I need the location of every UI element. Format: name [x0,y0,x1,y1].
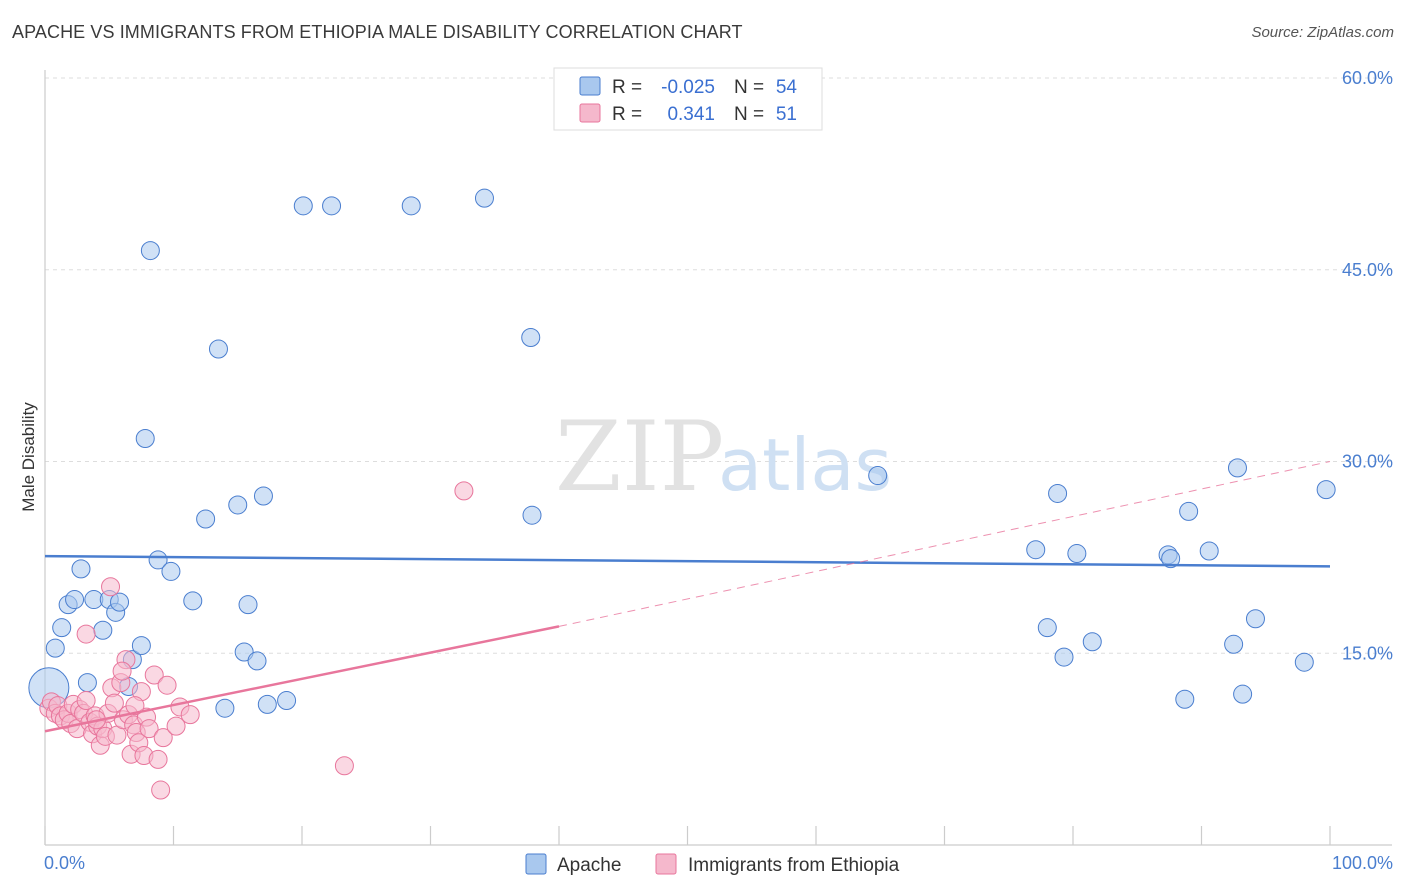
apache-point-26 [247,651,267,671]
correlation-legend: R = -0.025 N = 54 R = 0.341 N = 51 [553,67,823,131]
apache-point-20 [196,509,216,529]
ethiopia-points [39,481,474,800]
apache-point-5 [71,559,91,579]
legend-swatch-apache [579,76,601,96]
apache-point-34 [521,328,541,348]
apache-point-27 [253,486,273,506]
apache-point-23 [228,495,248,515]
apache-point-18 [161,561,181,581]
grid-lines [45,77,1392,654]
bottom-legend-apache: Apache [557,855,621,876]
trend-lines [44,461,1331,733]
apache-point-30 [293,196,313,216]
apache-point-48 [1224,634,1244,654]
ethiopia-point-46 [112,661,132,681]
apache-point-42 [1082,632,1102,652]
ethiopia-point-22 [104,693,124,713]
apache-point-32 [401,196,421,216]
apache-point-11 [110,592,130,612]
ethiopia-point-41 [76,624,96,644]
ethiopia-point-47 [125,696,145,716]
ethiopia-trend-extension [558,461,1331,627]
bottom-legend-swatch-apache [525,853,547,875]
apache-point-47 [1199,541,1219,561]
apache-point-35 [522,505,542,525]
bottom-legend-ethiopia: Immigrants from Ethiopia [688,855,900,876]
apache-point-50 [1233,684,1253,704]
ethiopia-point-37 [148,749,168,769]
watermark-zip: ZIP [555,401,724,513]
chart-title: APACHE VS IMMIGRANTS FROM ETHIOPIA MALE … [12,22,743,42]
ethiopia-point-39 [153,728,173,748]
ethiopia-point-38 [151,780,171,800]
apache-point-53 [1316,480,1336,500]
apache-point-15 [135,428,155,448]
legend-r-value-apache: -0.025 [661,77,715,98]
legend-n-value-apache: 54 [776,77,798,98]
source-label: Source: ZipAtlas.com [1251,24,1394,41]
apache-point-36 [868,466,888,486]
apache-point-2 [52,618,72,638]
ethiopia-point-43 [157,675,177,695]
y-axis-label: Male Disability [19,402,38,512]
ethiopia-point-12 [76,691,96,711]
apache-point-16 [140,241,160,261]
ethiopia-point-49 [454,481,474,501]
apache-point-33 [474,188,494,208]
apache-point-21 [208,339,228,359]
watermark-atlas: atlas [718,423,892,507]
apache-point-38 [1037,618,1057,638]
ethiopia-point-40 [166,716,186,736]
y-tick-label-0: 15.0% [1342,643,1393,663]
apache-point-31 [322,196,342,216]
series-legend: Apache Immigrants from Ethiopia [525,853,900,876]
apache-point-8 [93,620,113,640]
ethiopia-point-35 [139,719,159,739]
y-tick-label-1: 30.0% [1342,452,1393,472]
x-tick-label-max: 100.0% [1332,853,1393,873]
apache-point-51 [1245,609,1265,629]
apache-point-1 [45,638,65,658]
apache-point-52 [1294,652,1314,672]
y-tick-label-3: 60.0% [1342,68,1393,88]
apache-point-41 [1067,544,1087,564]
ethiopia-trend-line [44,625,560,733]
apache-point-17 [148,550,168,570]
ethiopia-point-45 [180,705,200,725]
y-tick-label-2: 45.0% [1342,260,1393,280]
apache-point-40 [1054,647,1074,667]
ethiopia-point-36 [144,665,164,685]
x-tick-label-min: 0.0% [44,853,85,873]
legend-n-label-ethiopia: N = [734,104,764,125]
legend-n-value-ethiopia: 51 [776,104,797,125]
watermark: ZIP atlas [555,401,892,513]
apache-point-39 [1048,483,1068,503]
apache-point-22 [215,698,235,718]
apache-trend-line [44,554,1331,568]
apache-point-29 [277,691,297,711]
apache-point-19 [183,591,203,611]
legend-r-label-apache: R = [612,77,642,98]
legend-r-label-ethiopia: R = [612,104,642,125]
ethiopia-point-42 [101,577,121,597]
apache-point-14 [131,636,151,656]
x-axis-ticks [44,826,1331,845]
apache-point-45 [1175,689,1195,709]
apache-point-46 [1179,501,1199,521]
apache-point-4 [65,590,85,610]
apache-point-6 [77,673,97,693]
ethiopia-point-50 [334,756,354,776]
apache-point-49 [1227,458,1247,478]
legend-n-label-apache: N = [734,77,764,98]
apache-point-37 [1026,540,1046,560]
legend-swatch-ethiopia [579,103,601,123]
apache-point-28 [257,694,277,714]
apache-point-25 [238,595,258,615]
legend-r-value-ethiopia: 0.341 [667,104,715,125]
apache-point-44 [1161,549,1181,569]
bottom-legend-swatch-ethiopia [655,853,677,875]
y-axis-tick-labels: 15.0% 30.0% 45.0% 60.0% [1342,68,1393,663]
